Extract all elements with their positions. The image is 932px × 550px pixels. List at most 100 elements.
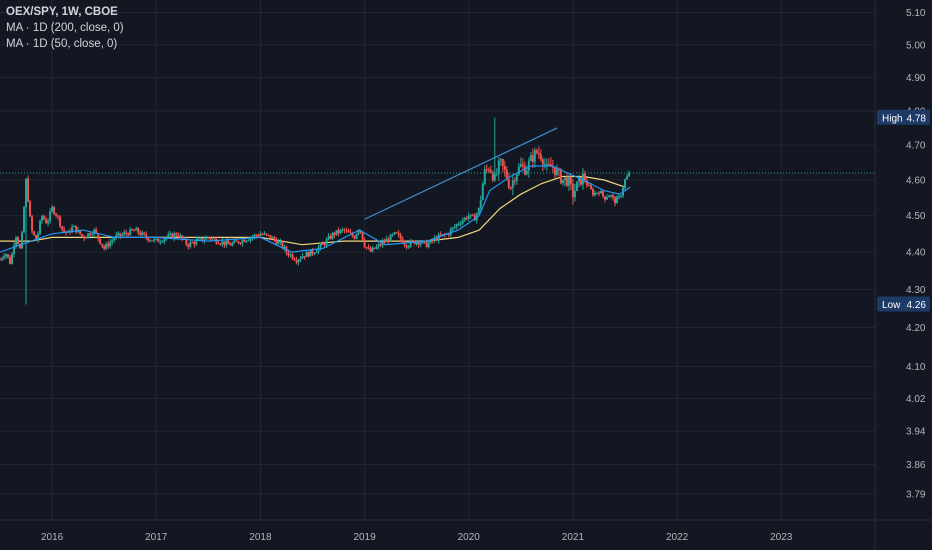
candle-body: [335, 230, 338, 235]
time-axis[interactable]: 2016 2017 2018 2019 2020 2021 2022 2023: [41, 532, 793, 543]
candle-body: [597, 192, 600, 194]
candle-body: [563, 177, 566, 180]
candle-body: [393, 232, 396, 235]
x-tick-label: 2016: [41, 532, 64, 543]
candle-body: [37, 233, 40, 241]
candle-body: [601, 191, 604, 197]
candle-body: [325, 239, 328, 246]
ma-50-legend[interactable]: MA · 1D (50, close, 0): [6, 38, 118, 50]
candle-body: [225, 240, 228, 246]
candle-body: [171, 233, 174, 238]
candle-body: [55, 213, 58, 216]
candle-body: [257, 235, 260, 237]
candle-body: [221, 241, 224, 245]
candle-body: [421, 240, 424, 244]
candle-body: [457, 223, 460, 225]
candle-body: [275, 239, 278, 245]
candle-body: [187, 244, 190, 247]
symbol-title[interactable]: OEX/SPY, 1W, CBOE: [6, 6, 118, 18]
candle-body: [49, 211, 52, 221]
candle-body: [611, 195, 614, 198]
candle-body: [389, 234, 392, 242]
candle-body: [157, 238, 160, 242]
candle-body: [135, 228, 138, 231]
candle-body: [297, 259, 300, 263]
candle-body: [89, 233, 92, 235]
candle-body: [545, 164, 548, 166]
candle-body: [133, 230, 136, 232]
candle-body: [587, 185, 590, 187]
candle-body: [61, 226, 64, 230]
candle-body: [71, 226, 74, 233]
candle-body: [21, 232, 24, 249]
candle-body: [395, 232, 398, 234]
candle-body: [253, 234, 256, 237]
candle-body: [391, 234, 394, 236]
candle-body: [97, 233, 100, 239]
candle-body: [279, 241, 282, 243]
candle-body: [59, 216, 62, 227]
candle-body: [373, 247, 376, 249]
candle-body: [355, 233, 358, 239]
candle-body: [91, 234, 94, 236]
high-badge-value: 4.78: [907, 113, 927, 124]
ma-200-legend[interactable]: MA · 1D (200, close, 0): [6, 22, 124, 34]
candle-body: [337, 230, 340, 234]
candle-body: [551, 166, 554, 168]
candle-body: [361, 231, 364, 240]
candle-body: [273, 237, 276, 240]
candle-body: [499, 159, 502, 161]
candle-body: [555, 169, 558, 175]
candle-body: [541, 159, 544, 165]
y-tick-label: 4.90: [906, 73, 926, 84]
low-badge-label: Low: [882, 300, 901, 311]
candle-body: [485, 169, 488, 171]
x-tick-label: 2020: [458, 532, 481, 543]
candle-body: [577, 177, 580, 182]
candle-body: [433, 237, 436, 241]
candle-body: [75, 225, 78, 233]
candle-body: [365, 247, 368, 249]
candle-body: [295, 260, 298, 263]
candle-body: [163, 239, 166, 242]
trendline: [364, 127, 558, 220]
candle-body: [151, 240, 154, 242]
candle-body: [125, 232, 128, 234]
candle-body: [173, 233, 176, 238]
candle-body: [63, 229, 66, 232]
low-badge-value: 4.26: [907, 300, 927, 311]
candle-body: [619, 195, 622, 197]
candle-body: [299, 258, 302, 260]
candle-body: [19, 244, 22, 249]
y-tick-label: 4.70: [906, 141, 926, 152]
candle-body: [624, 179, 626, 189]
candle-body: [303, 256, 306, 258]
x-tick-label: 2017: [145, 532, 168, 543]
candle-body: [467, 215, 470, 219]
candle-body: [95, 229, 98, 234]
candle-body: [211, 238, 214, 240]
candle-body: [195, 240, 198, 245]
candle-body: [231, 242, 234, 246]
candle-body: [179, 235, 182, 238]
candle-body: [283, 246, 286, 249]
price-axis[interactable]: 3.79 3.86 3.94 4.02 4.10 4.20 4.30 4.40 4.50 4.60…: [906, 8, 926, 500]
candle-body: [315, 251, 318, 253]
candle-body: [131, 229, 134, 231]
candle-body: [323, 244, 326, 246]
candle-body: [0, 259, 1, 261]
candle-body: [245, 240, 248, 242]
candle-body: [93, 229, 96, 235]
candle-body: [547, 164, 550, 166]
candle-body: [241, 239, 244, 244]
candle-body: [628, 173, 631, 177]
candle-body: [161, 241, 164, 243]
candle-body: [43, 216, 46, 220]
trendline-layer[interactable]: [364, 127, 558, 220]
candle-body: [369, 248, 372, 252]
candle-body: [307, 252, 310, 257]
candle-body: [613, 197, 616, 204]
candle-body: [85, 237, 88, 239]
candle-body: [87, 233, 90, 238]
